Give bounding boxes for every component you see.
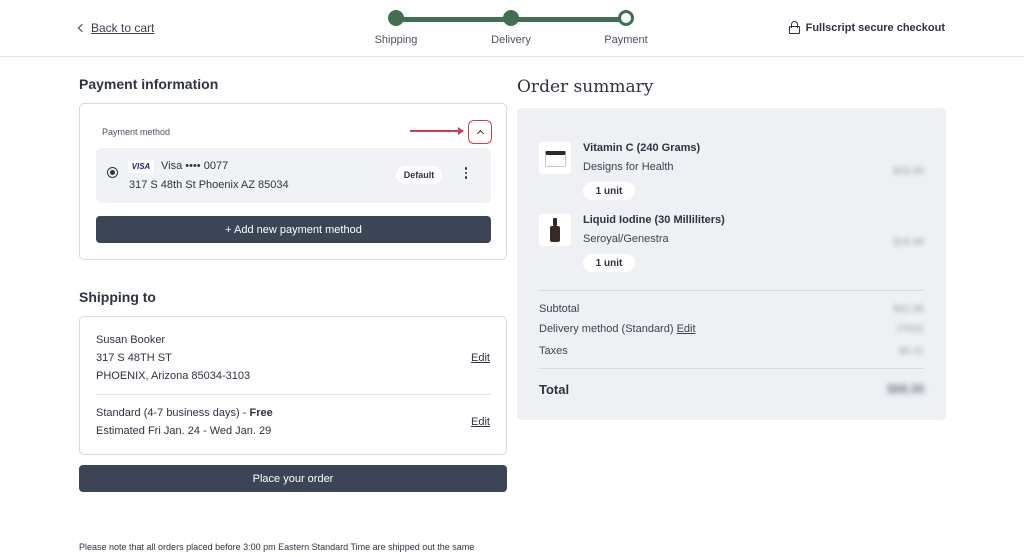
edit-delivery-link[interactable]: Edit (676, 323, 696, 335)
total-value: $68.39 (887, 382, 924, 396)
chevron-up-icon (476, 129, 484, 138)
back-to-cart-link[interactable]: Back to cart (77, 21, 155, 35)
card-radio[interactable] (107, 167, 118, 178)
product-brand: Seroyal/Genestra (583, 233, 669, 245)
payment-method-label: Payment method (102, 127, 171, 137)
annotation-arrow-icon (410, 127, 464, 135)
recipient-name: Susan Booker (96, 334, 166, 346)
total-label: Total (539, 382, 570, 397)
jar-icon (545, 151, 566, 167)
payment-method-box: Payment method VISA Visa •••• 0077 317 S… (79, 103, 507, 260)
step-connector (511, 17, 626, 22)
edit-shipping-method-link[interactable]: Edit (471, 416, 490, 428)
step-dot-payment (618, 10, 634, 26)
order-summary-panel: Vitamin C (240 Grams) Designs for Health… (517, 108, 946, 420)
taxes-label: Taxes (539, 345, 568, 357)
city-state-zip: PHOENIX, Arizona 85034-3103 (96, 370, 251, 382)
product-price: $18.99 (893, 237, 924, 248)
checkout-header: Back to cart Shipping Delivery Payment F… (0, 0, 1024, 57)
delivery-method-label: Delivery method (Standard) Edit (539, 323, 696, 335)
taxes-value: $5.41 (898, 346, 924, 357)
divider (96, 394, 491, 395)
divider (539, 368, 924, 369)
free-label: Free (249, 407, 273, 419)
checkout-stepper: Shipping Delivery Payment (360, 8, 680, 52)
visa-logo-icon: VISA (128, 160, 154, 173)
saved-card-row[interactable]: VISA Visa •••• 0077 317 S 48th St Phoeni… (96, 148, 491, 203)
default-badge: Default (396, 166, 442, 184)
step-label-payment: Payment (604, 34, 648, 46)
shipping-title: Shipping to (79, 289, 156, 305)
step-label-delivery: Delivery (491, 34, 531, 46)
street-address: 317 S 48TH ST (96, 352, 172, 364)
product-name: Liquid Iodine (30 Milliliters) (583, 214, 725, 226)
edit-address-link[interactable]: Edit (471, 352, 490, 364)
bottle-icon (553, 218, 557, 226)
card-billing-address: 317 S 48th St Phoenix AZ 85034 (129, 179, 289, 191)
shipping-method: Standard (4-7 business days) - Free (96, 407, 273, 419)
quantity-badge: 1 unit (583, 182, 635, 200)
lock-icon (788, 21, 800, 34)
card-options-menu-icon[interactable] (462, 167, 470, 181)
product-price: $43.99 (893, 166, 924, 177)
order-summary-title: Order summary (517, 77, 654, 97)
product-thumbnail (539, 142, 571, 174)
product-thumbnail (539, 214, 571, 246)
delivery-estimate: Estimated Fri Jan. 24 - Wed Jan. 29 (96, 425, 272, 437)
secure-checkout-badge: Fullscript secure checkout (788, 21, 945, 34)
delivery-value: FREE (897, 324, 924, 335)
add-payment-method-button[interactable]: + Add new payment method (96, 216, 491, 243)
quantity-badge: 1 unit (583, 254, 635, 272)
collapse-payment-button[interactable] (468, 120, 492, 144)
step-connector (396, 17, 511, 22)
place-order-button[interactable]: Place your order (79, 465, 507, 492)
product-name: Vitamin C (240 Grams) (583, 142, 701, 154)
shipping-box: Susan Booker 317 S 48TH ST PHOENIX, Ariz… (79, 316, 507, 455)
step-dot-shipping (388, 10, 404, 26)
secure-checkout-label: Fullscript secure checkout (805, 21, 945, 34)
shipping-note: Please note that all orders placed befor… (79, 542, 475, 552)
subtotal-label: Subtotal (539, 303, 580, 315)
product-brand: Designs for Health (583, 161, 674, 173)
step-label-shipping: Shipping (374, 34, 418, 46)
subtotal-value: $62.98 (893, 304, 924, 315)
card-number: Visa •••• 0077 (161, 160, 229, 172)
payment-info-title: Payment information (79, 76, 219, 92)
chevron-left-icon (77, 23, 87, 33)
step-dot-delivery (503, 10, 519, 26)
back-to-cart-label[interactable]: Back to cart (91, 21, 155, 35)
divider (539, 290, 924, 291)
